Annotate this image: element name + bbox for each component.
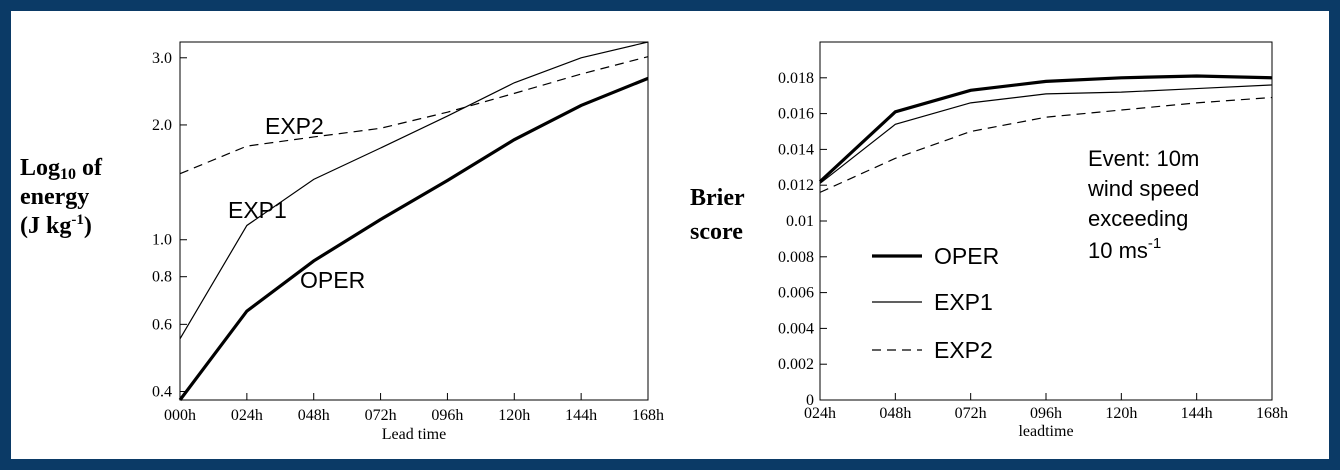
right-plot-area <box>819 41 1273 401</box>
right-y-tick-label: 0.01 <box>786 213 814 230</box>
right-y-tick-label: 0.002 <box>778 356 814 373</box>
legend-label-exp1: EXP1 <box>934 289 993 315</box>
left-x-tick-label: 024h <box>231 407 263 424</box>
left-y-tick-label: 0.8 <box>152 269 172 286</box>
right-series-exp2-line <box>819 96 1273 193</box>
left-y-tick-label: 2.0 <box>152 117 172 134</box>
right-series-exp1-line <box>819 84 1273 184</box>
right-y-tick-label: 0.006 <box>778 285 814 302</box>
right-y-tick-label: 0.014 <box>778 141 814 158</box>
event-text-line-2: wind speed <box>1087 176 1199 201</box>
legend-label-exp2: EXP2 <box>934 337 993 363</box>
event-text-unit: 10 ms <box>1088 238 1148 263</box>
event-text-line-3: exceeding <box>1088 206 1188 231</box>
event-text-line-4: 10 ms-1 <box>1088 235 1161 263</box>
right-y-tick-label: 0.016 <box>778 106 814 123</box>
left-x-tick-label: 000h <box>164 407 196 424</box>
right-y-tick-label: 0.004 <box>778 320 814 337</box>
right-x-tick-label: 024h <box>804 405 836 422</box>
left-x-tick-label: 168h <box>632 407 664 424</box>
left-y-axis-label: Log10 of energy (J kg-1) <box>20 155 103 239</box>
left-annotation-exp2: EXP2 <box>265 113 324 139</box>
legend-label-oper: OPER <box>934 243 999 269</box>
right-x-tick-label: 144h <box>1181 405 1213 422</box>
right-y-axis-label: Brier score <box>690 185 745 245</box>
left-annotation-oper: OPER <box>300 267 365 293</box>
right-y-tick-label: 0.018 <box>778 70 814 87</box>
left-y-tick-label: 0.4 <box>152 384 172 401</box>
right-brier-chart: 0 0.002 0.004 0.006 0.008 0.01 0.012 0.014 0.016… <box>778 41 1288 440</box>
right-x-tick-label: 120h <box>1105 405 1137 422</box>
right-x-tick-label: 096h <box>1030 405 1062 422</box>
left-energy-chart: 0.4 0.6 0.8 1.0 2.0 3.0 000h 024h 048h 072h 096h 12… <box>152 41 664 443</box>
left-x-axis-title: Lead time <box>382 426 446 443</box>
left-y-tick-label: 1.0 <box>152 232 172 249</box>
right-y-tick-label: 0 <box>806 392 814 409</box>
event-text-exponent: -1 <box>1148 235 1161 252</box>
left-x-tick-label: 096h <box>431 407 463 424</box>
left-x-tick-label: 048h <box>298 407 330 424</box>
right-series-oper-line <box>818 74 1273 183</box>
left-plot-area <box>179 41 649 401</box>
right-x-tick-label: 072h <box>955 405 987 422</box>
left-y-tick-label: 0.6 <box>152 316 172 333</box>
right-y-tick-label: 0.012 <box>778 177 814 194</box>
left-series-oper-line <box>178 76 649 401</box>
left-y-tick-label: 3.0 <box>152 50 172 67</box>
event-text-line-1: Event: 10m <box>1088 146 1199 171</box>
left-x-tick-label: 144h <box>565 407 597 424</box>
left-series-exp1-line <box>179 41 649 340</box>
right-y-tick-label: 0.008 <box>778 249 814 266</box>
left-x-tick-label: 120h <box>498 407 530 424</box>
right-x-tick-label: 048h <box>879 405 911 422</box>
left-x-tick-label: 072h <box>365 407 397 424</box>
right-x-axis-title: leadtime <box>1018 423 1073 440</box>
left-series-exp2-line <box>179 56 649 175</box>
left-annotation-exp1: EXP1 <box>228 197 287 223</box>
right-x-tick-label: 168h <box>1256 405 1288 422</box>
